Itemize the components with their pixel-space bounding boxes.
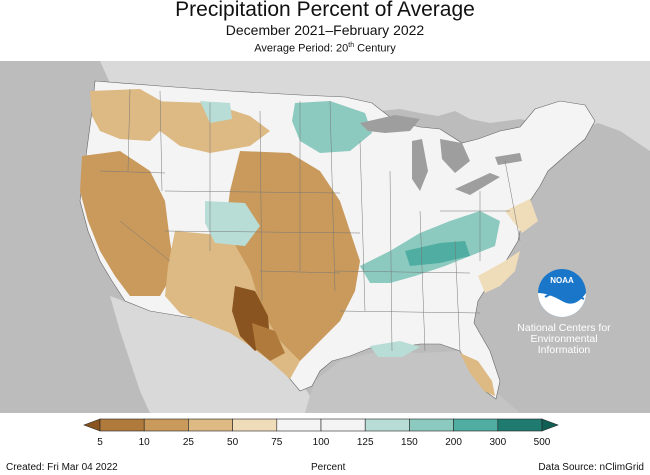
dry-region-california-great-basin	[80, 151, 175, 296]
legend-tick-label: 25	[182, 437, 194, 448]
legend-swatch	[453, 418, 499, 432]
lake-michigan	[412, 139, 428, 191]
legend-unit-label: Percent	[311, 462, 346, 473]
color-legend	[83, 418, 559, 432]
legend-swatch	[409, 418, 454, 432]
state-boundaries	[99, 88, 521, 352]
map-title: Precipitation Percent of Average	[175, 0, 475, 21]
legend-tick-label: 50	[227, 437, 239, 448]
legend-swatch	[232, 418, 278, 432]
dry-region-carolinas	[478, 251, 520, 293]
wet-region-gulf-coast	[370, 341, 420, 357]
precipitation-map: NOAA	[0, 61, 650, 413]
legend-tick-label: 75	[271, 437, 283, 448]
dry-region-northeast	[505, 199, 538, 233]
legend-arrow-low	[83, 418, 101, 432]
wet-region-colorado	[205, 201, 260, 246]
very-dry-region-west-texas	[252, 323, 285, 361]
legend-tick-label: 300	[489, 437, 507, 448]
map-subtitle: December 2021–February 2022	[225, 22, 425, 38]
noaa-logo: NOAA	[538, 269, 586, 317]
gulf-water	[305, 351, 520, 413]
legend-tick-label: 200	[445, 437, 462, 448]
lake-ontario	[495, 153, 522, 165]
legend-swatch	[276, 418, 322, 432]
lake-huron	[440, 139, 470, 173]
wet-region-north-dakota	[200, 101, 232, 123]
legend-tick-label: 150	[401, 437, 418, 448]
legend-tick-label: 125	[356, 437, 374, 448]
mexico-landmass	[110, 296, 310, 413]
legend-tick-label: 5	[97, 437, 103, 448]
legend-arrow-high	[541, 418, 559, 432]
wet-region-kentucky	[405, 241, 470, 266]
legend-swatch	[99, 418, 145, 432]
lake-superior	[360, 115, 420, 133]
noaa-organization-name: National Centers for Environmental Infor…	[514, 323, 614, 356]
wet-region-new-england	[535, 119, 580, 156]
legend-tick-label: 100	[312, 437, 330, 448]
legend-tick-label: 10	[138, 437, 150, 448]
created-date: Created: Fri Mar 04 2022	[6, 462, 118, 473]
noaa-org-line: National Centers for	[517, 322, 611, 334]
dry-region-pacific-northwest	[90, 89, 170, 141]
legend-swatch	[188, 418, 233, 432]
legend-swatch	[497, 418, 543, 432]
average-period: Average Period: 20th Century	[254, 42, 396, 55]
legend-swatch	[320, 418, 366, 432]
noaa-org-line: Environmental	[530, 333, 598, 345]
noaa-org-line: Information	[537, 344, 591, 356]
legend-swatch	[364, 418, 410, 432]
dry-region-florida	[460, 353, 495, 396]
wet-region-minnesota	[292, 101, 372, 153]
data-source: Data Source: nClimGrid	[538, 462, 644, 473]
noaa-logo-text: NOAA	[550, 276, 574, 285]
lake-erie	[455, 173, 500, 195]
legend-tick-label: 500	[533, 437, 551, 448]
legend-swatch	[143, 418, 189, 432]
